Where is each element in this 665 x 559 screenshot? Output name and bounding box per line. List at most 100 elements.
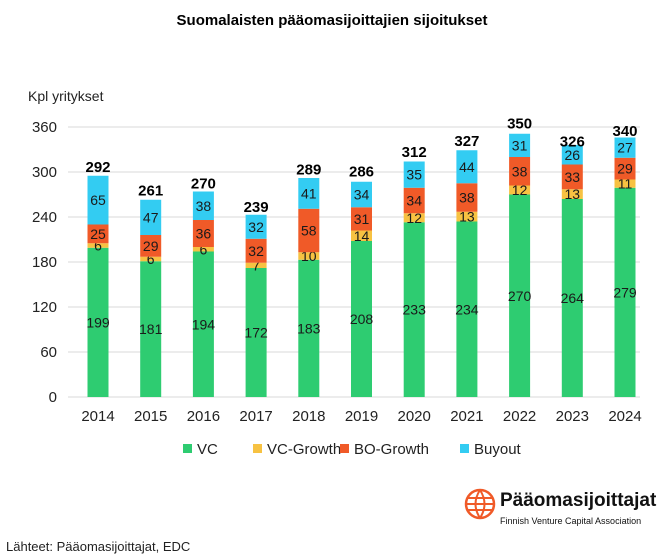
bar-segment [298, 178, 320, 209]
bar-segment [245, 238, 267, 263]
data-label: 6 [94, 238, 102, 254]
data-label: 11 [618, 176, 633, 192]
legend-swatch [460, 444, 469, 453]
bar-segment [140, 256, 162, 262]
data-label: 234 [455, 301, 479, 317]
bar-segment [140, 199, 162, 235]
data-label: 12 [406, 210, 422, 226]
bar-segment [140, 261, 162, 397]
legend-swatch [183, 444, 192, 453]
bar-segment [456, 211, 478, 222]
x-tick-label: 2021 [450, 408, 483, 425]
logo-name: Pääomasijoittajat [500, 490, 657, 511]
x-tick-label: 2024 [608, 408, 641, 425]
bar-segment [456, 221, 478, 397]
data-label: 27 [617, 140, 633, 156]
data-label: 31 [354, 211, 370, 227]
y-tick-label: 0 [49, 389, 57, 406]
x-tick-label: 2016 [187, 408, 220, 425]
logo: Pääomasijoittajat Finnish Venture Capita… [464, 486, 660, 542]
total-label: 286 [349, 164, 374, 181]
total-label: 239 [244, 199, 269, 216]
total-label: 270 [191, 176, 216, 193]
bar-segment [351, 230, 372, 241]
bar-segment [614, 137, 636, 158]
x-tick-label: 2018 [292, 408, 325, 425]
y-tick-label: 120 [32, 299, 57, 316]
logo-subtitle: Finnish Venture Capital Association [500, 516, 642, 526]
legend-label: Buyout [474, 441, 522, 458]
bar-segment [509, 194, 531, 397]
total-label: 261 [138, 182, 163, 199]
legend: VC VC-Growth BO-Growth Buyout [183, 441, 522, 458]
y-tick-label: 300 [32, 164, 57, 181]
data-label: 35 [406, 167, 422, 183]
data-label: 233 [403, 302, 427, 318]
bar-segment [140, 235, 162, 257]
legend-swatch [253, 444, 262, 453]
total-label: 292 [85, 159, 110, 176]
bar-segment [245, 262, 267, 268]
data-label: 12 [512, 182, 528, 198]
data-label: 14 [354, 228, 370, 244]
bar-segment [614, 157, 636, 180]
bar-segment [509, 157, 531, 186]
bar-segment [561, 199, 583, 397]
bar-segment [298, 208, 320, 253]
bar-segment [298, 252, 320, 260]
legend-swatch [340, 444, 349, 453]
bar-segment [403, 161, 425, 188]
legend-label: BO-Growth [354, 441, 429, 458]
bar-segment [192, 247, 214, 252]
data-label: 58 [301, 223, 317, 239]
data-label: 32 [248, 243, 264, 259]
bar-segment [403, 213, 425, 223]
data-label: 36 [196, 226, 212, 242]
bar-segment [456, 183, 478, 212]
data-label: 6 [200, 241, 208, 257]
bar-segment [403, 187, 425, 214]
y-tick-label: 60 [40, 344, 57, 361]
total-label: 326 [560, 134, 585, 151]
data-label: 47 [143, 209, 159, 225]
bar-segment [561, 164, 583, 190]
total-label: 350 [507, 116, 532, 133]
legend-label: VC [197, 441, 218, 458]
bar-segment [87, 247, 109, 397]
total-label: 289 [296, 161, 321, 178]
data-label: 44 [459, 159, 475, 175]
data-label: 34 [406, 193, 422, 209]
total-label: 312 [402, 144, 427, 161]
data-label: 31 [512, 137, 528, 153]
y-axis-label: Kpl yritykset [28, 88, 104, 104]
bar-segment [561, 189, 583, 199]
data-label: 29 [143, 238, 159, 254]
bar-segment [561, 145, 583, 165]
bar-segment [245, 268, 267, 397]
bar-segment [509, 133, 531, 157]
y-tick-label: 180 [32, 254, 57, 271]
data-label: 34 [354, 187, 370, 203]
bar-segment [87, 243, 109, 248]
y-tick-label: 240 [32, 209, 57, 226]
data-label: 6 [147, 251, 155, 267]
chart-title: Suomalaisten pääomasijoittajien sijoituk… [177, 12, 488, 29]
bar-segment [456, 150, 478, 184]
bar-segment [403, 222, 425, 397]
data-label: 264 [561, 290, 585, 306]
bar-segment [192, 251, 214, 397]
y-tick-label: 360 [32, 119, 57, 136]
bar-segment [298, 259, 320, 397]
bar-segment [509, 185, 531, 195]
x-tick-label: 2015 [134, 408, 167, 425]
bar-segment [614, 179, 636, 188]
x-tick-label: 2020 [398, 408, 431, 425]
source-note: Lähteet: Pääomasijoittajat, EDC [6, 539, 191, 554]
stacked-bar-chart: Suomalaisten pääomasijoittajien sijoituk… [28, 12, 642, 458]
data-label: 25 [90, 226, 106, 242]
bar-segment [87, 224, 109, 244]
x-tick-label: 2014 [81, 408, 114, 425]
total-label: 327 [454, 133, 479, 150]
bar-segment [614, 187, 636, 397]
bar-segment [192, 220, 214, 247]
